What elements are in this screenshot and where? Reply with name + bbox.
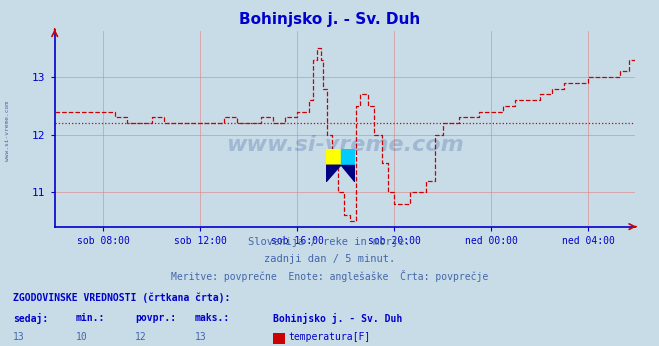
- Text: Slovenija / reke in morje.: Slovenija / reke in morje.: [248, 237, 411, 247]
- Text: Meritve: povprečne  Enote: anglešaške  Črta: povprečje: Meritve: povprečne Enote: anglešaške Črt…: [171, 270, 488, 282]
- Text: temperatura[F]: temperatura[F]: [288, 332, 370, 342]
- Polygon shape: [341, 149, 355, 165]
- Text: Bohinjsko j. - Sv. Duh: Bohinjsko j. - Sv. Duh: [239, 12, 420, 27]
- Polygon shape: [326, 165, 341, 182]
- Text: maks.:: maks.:: [194, 313, 229, 323]
- Polygon shape: [326, 149, 341, 165]
- Text: sedaj:: sedaj:: [13, 313, 48, 324]
- Text: ZGODOVINSKE VREDNOSTI (črtkana črta):: ZGODOVINSKE VREDNOSTI (črtkana črta):: [13, 292, 231, 303]
- Text: min.:: min.:: [76, 313, 105, 323]
- Text: 10: 10: [76, 332, 88, 342]
- Polygon shape: [341, 165, 355, 182]
- Text: www.si-vreme.com: www.si-vreme.com: [226, 135, 463, 155]
- Text: zadnji dan / 5 minut.: zadnji dan / 5 minut.: [264, 254, 395, 264]
- Text: Bohinjsko j. - Sv. Duh: Bohinjsko j. - Sv. Duh: [273, 313, 403, 324]
- Text: 13: 13: [13, 332, 25, 342]
- Text: povpr.:: povpr.:: [135, 313, 176, 323]
- Text: www.si-vreme.com: www.si-vreme.com: [5, 101, 11, 162]
- Text: 13: 13: [194, 332, 206, 342]
- Text: 12: 12: [135, 332, 147, 342]
